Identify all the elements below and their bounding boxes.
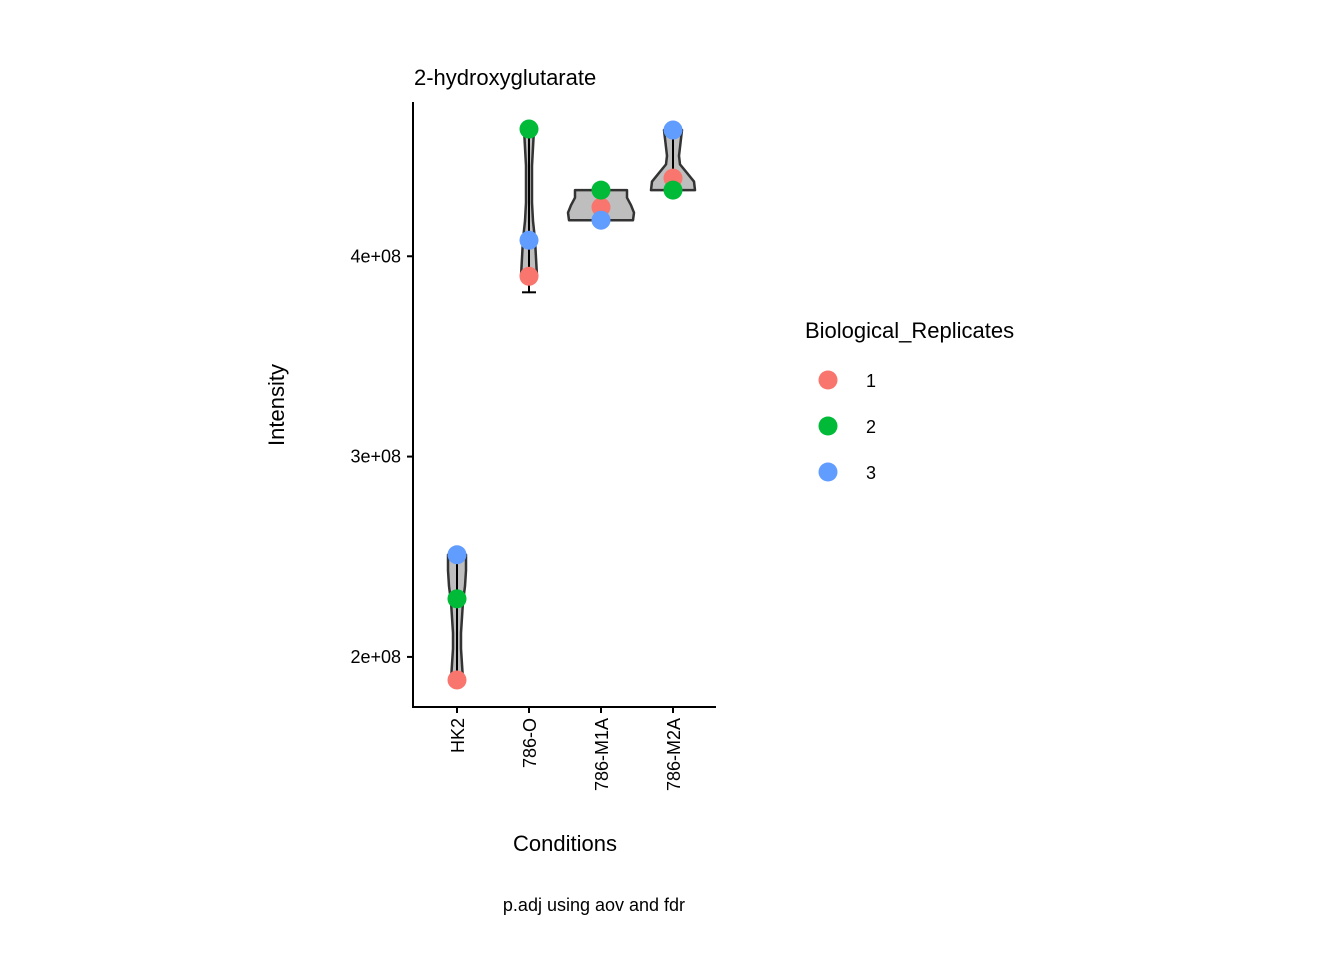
point-rep3-786-O	[519, 230, 539, 250]
x-axis-label: Conditions	[513, 831, 617, 856]
legend-key-1	[818, 370, 838, 390]
x-tick-label: HK2	[448, 718, 468, 753]
legend-label: 1	[866, 371, 876, 391]
y-tick-label: 3e+08	[350, 447, 401, 467]
point-rep2-786-O	[519, 119, 539, 139]
point-rep2-HK2	[447, 589, 467, 609]
point-rep3-786-M2A	[663, 120, 683, 140]
x-tick-label: 786-O	[520, 718, 540, 768]
legend-label: 2	[866, 417, 876, 437]
chart-title: 2-hydroxyglutarate	[414, 65, 596, 90]
point-rep1-786-M1A	[591, 197, 611, 217]
legend-title: Biological_Replicates	[805, 318, 1014, 343]
point-rep3-HK2	[447, 545, 467, 565]
legend-label: 3	[866, 463, 876, 483]
point-rep2-786-M2A	[663, 180, 683, 200]
legend-key-3	[818, 462, 838, 482]
point-rep1-HK2	[447, 670, 467, 690]
point-rep3-786-M1A	[591, 210, 611, 230]
y-tick-label: 2e+08	[350, 647, 401, 667]
x-tick-label: 786-M2A	[664, 718, 684, 791]
point-rep2-786-M1A	[591, 180, 611, 200]
legend-key-2	[818, 416, 838, 436]
x-tick-label: 786-M1A	[592, 718, 612, 791]
point-rep1-786-O	[519, 266, 539, 286]
caption: p.adj using aov and fdr	[503, 895, 685, 915]
y-axis-label: Intensity	[264, 364, 289, 446]
y-tick-label: 4e+08	[350, 246, 401, 266]
